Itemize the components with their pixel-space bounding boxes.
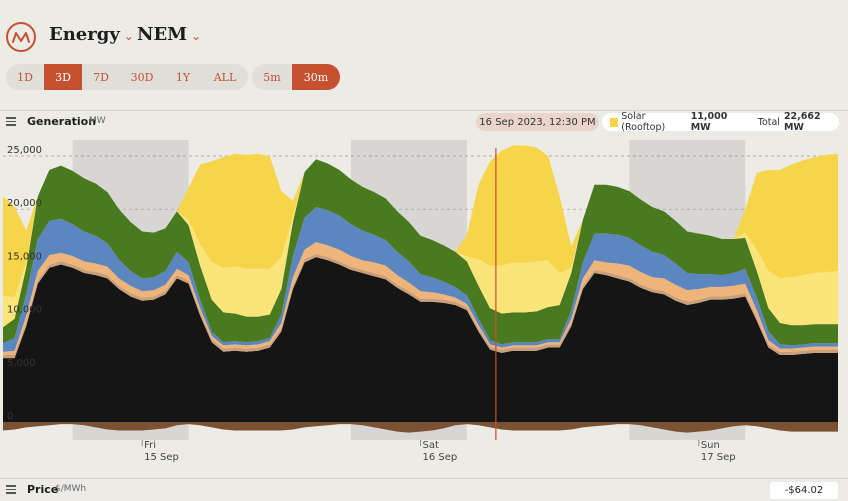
range-button-1y[interactable]: 1Y	[175, 70, 191, 84]
range-button-7d[interactable]: 7D	[93, 70, 109, 84]
generation-unit: MW	[89, 116, 106, 126]
series-area-distillate	[3, 253, 838, 359]
interval-button-5m[interactable]: 5m	[263, 70, 281, 84]
series-area-rooftop-solar	[3, 145, 838, 298]
x-tick-day: Sat	[423, 440, 439, 451]
x-tick-date: 16 Sep	[423, 452, 458, 463]
interval-button-30m[interactable]: 30m	[292, 64, 340, 90]
hover-legend: Solar (Rooftop) 11,000 MW Total 22,662 M…	[602, 111, 839, 133]
chevron-down-icon: ⌄	[191, 28, 202, 43]
range-button-all[interactable]: ALL	[213, 70, 237, 84]
legend-series-name: Solar (Rooftop)	[621, 111, 666, 133]
region-label: Energy	[49, 24, 120, 45]
range-selector: 1D 3D 7D 30D 1Y ALL	[6, 64, 248, 90]
legend-series-value: 11,000 MW	[690, 111, 728, 133]
generation-header: Generation MW 16 Sep 2023, 12:30 PM Sola…	[0, 110, 848, 133]
legend-total-label: Total	[757, 116, 780, 128]
series-area-wind	[3, 159, 838, 346]
price-value: -$64.02	[770, 482, 838, 499]
price-unit: $/MWh	[55, 484, 87, 494]
range-button-3d[interactable]: 3D	[44, 64, 82, 90]
series-area-coal	[3, 257, 838, 422]
price-header: Price $/MWh -$64.02	[0, 478, 848, 501]
x-tick-date: 17 Sep	[701, 452, 736, 463]
market-dropdown[interactable]: NEM ⌄	[137, 24, 201, 45]
series-area-exports	[3, 422, 838, 433]
x-tick-date: 15 Sep	[144, 452, 179, 463]
generation-title: Generation	[27, 115, 97, 128]
x-tick-day: Fri	[144, 440, 156, 451]
price-title: Price	[27, 483, 59, 496]
chevron-down-icon: ⌄	[123, 28, 134, 43]
series-area-hydro	[3, 207, 838, 352]
app-logo[interactable]	[6, 22, 36, 52]
app-header: Energy ⌄ NEM ⌄	[0, 0, 848, 72]
y-tick-label: 15,000	[7, 251, 42, 262]
range-button-30d[interactable]: 30D	[130, 70, 154, 84]
rooftop-solar-swatch	[610, 117, 619, 127]
market-label: NEM	[137, 24, 188, 45]
menu-icon[interactable]	[6, 117, 16, 126]
range-button-1d[interactable]: 1D	[17, 70, 33, 84]
y-tick-label: 5,000	[7, 358, 36, 369]
generation-chart[interactable]: 25,000 20,000 15,000 10,000 5,000 0 Fri 15 Sep S…	[0, 140, 848, 470]
series-area-gas	[3, 242, 838, 355]
y-tick-label: 25,000	[7, 145, 42, 156]
series-area-utility-solar	[3, 159, 838, 328]
menu-icon[interactable]	[6, 485, 16, 494]
x-tick-day: Sun	[701, 440, 720, 451]
interval-selector: 5m 30m	[252, 64, 340, 90]
region-dropdown[interactable]: Energy ⌄	[49, 24, 134, 45]
y-tick-label: 10,000	[7, 305, 42, 316]
y-tick-label: 20,000	[7, 198, 42, 209]
cursor-timestamp: 16 Sep 2023, 12:30 PM	[476, 113, 599, 131]
legend-total-value: 22,662 MW	[783, 111, 821, 133]
waveform-icon	[12, 32, 30, 43]
y-tick-label: 0	[7, 411, 13, 422]
